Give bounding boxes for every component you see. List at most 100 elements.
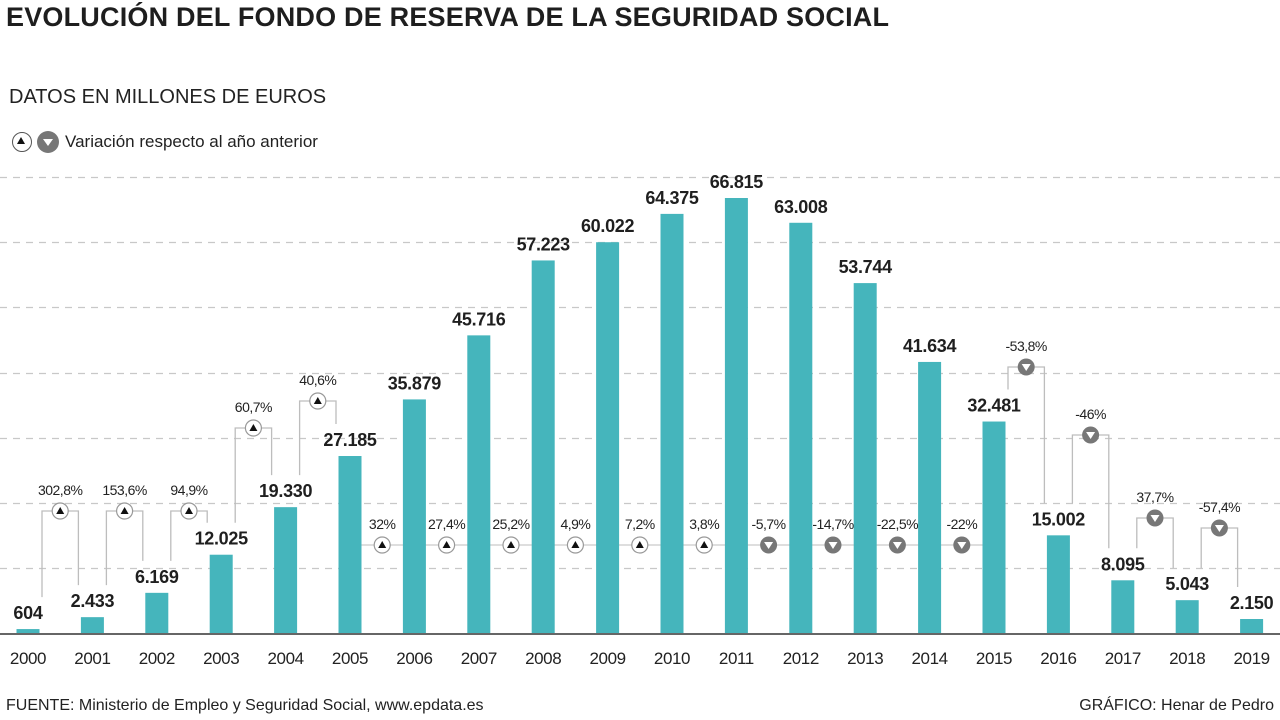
variation-bracket (41, 510, 80, 598)
chart-title: EVOLUCIÓN DEL FONDO DE RESERVA DE LA SEG… (6, 2, 890, 32)
x-tick-label-2011: 2011 (719, 649, 754, 668)
x-tick-label-2016: 2016 (1040, 649, 1076, 668)
value-label-2002: 6.169 (135, 567, 179, 587)
value-label-2000: 604 (13, 603, 42, 623)
triangle-up-icon (378, 541, 387, 548)
x-tick-label-2015: 2015 (976, 649, 1012, 668)
variation-labels: 302,8% 153,6% 94,9% 60,7% 40,6% 32% 27,4% 25,2%… (38, 338, 1241, 554)
value-label-2015: 32.481 (967, 396, 1021, 416)
x-tick-label-2000: 2000 (10, 649, 46, 668)
variation-label-2008-2009: 4,9% (560, 516, 590, 532)
variation-label-2005-2006: 32% (369, 516, 396, 532)
bar-2001 (80, 617, 104, 633)
value-label-2016: 15.002 (1032, 509, 1086, 529)
bar-2006 (402, 399, 426, 633)
x-tick-label-2018: 2018 (1169, 649, 1205, 668)
value-label-2004: 19.330 (259, 481, 313, 501)
variation-label-2001-2002: 153,6% (102, 482, 147, 498)
variation-bracket (1007, 366, 1046, 504)
variation-bracket (234, 427, 273, 523)
x-tick-label-2019: 2019 (1233, 649, 1269, 668)
variation-bracket (1071, 434, 1110, 549)
triangle-down-icon (957, 542, 967, 549)
triangle-up-icon (700, 541, 709, 548)
x-tick-label-2001: 2001 (74, 649, 110, 668)
triangle-up-icon (571, 541, 580, 548)
variation-label-2018-2019: -57,4% (1199, 499, 1240, 515)
x-tick-label-2005: 2005 (332, 649, 368, 668)
x-tick-label-2012: 2012 (783, 649, 819, 668)
x-tick-label-2009: 2009 (589, 649, 625, 668)
bar-2008 (531, 260, 555, 633)
triangle-down-icon (828, 542, 838, 549)
bar-2009 (596, 242, 620, 633)
x-tick-label-2002: 2002 (139, 649, 175, 668)
x-tick-label-2013: 2013 (847, 649, 883, 668)
variation-label-2011-2012: -5,7% (752, 516, 786, 532)
x-tick-label-2010: 2010 (654, 649, 690, 668)
value-label-2010: 64.375 (645, 188, 699, 208)
variation-label-2017-2018: 37,7% (1136, 489, 1173, 505)
variation-label-2006-2007: 27,4% (428, 516, 465, 532)
triangle-up-icon (635, 541, 644, 548)
variation-label-2015-2016: -53,8% (1006, 338, 1047, 354)
x-tick-label-2014: 2014 (911, 649, 947, 668)
triangle-up-icon (56, 507, 65, 514)
bar-2017 (1111, 580, 1135, 633)
bar-2016 (1046, 535, 1070, 633)
variation-label-2000-2001: 302,8% (38, 482, 83, 498)
triangle-up-icon (249, 424, 258, 431)
x-tick-label-2007: 2007 (461, 649, 497, 668)
graphic-credit: GRÁFICO: Henar de Pedro (1079, 697, 1274, 714)
value-label-2001: 2.433 (71, 591, 115, 611)
bar-2019 (1240, 619, 1264, 633)
bars (16, 198, 1264, 633)
value-label-2008: 57.223 (517, 234, 571, 254)
triangle-down-icon (764, 542, 774, 549)
value-label-2005: 27.185 (323, 430, 377, 450)
variation-label-2002-2003: 94,9% (170, 482, 207, 498)
value-label-2018: 5.043 (1165, 574, 1209, 594)
triangle-up-icon (120, 507, 129, 514)
triangle-down-icon (1214, 525, 1224, 532)
bar-2014 (918, 361, 942, 633)
bar-2002 (145, 592, 169, 633)
x-tick-label-2008: 2008 (525, 649, 561, 668)
variation-label-2016-2017: -46% (1075, 406, 1106, 422)
x-tick-label-2003: 2003 (203, 649, 239, 668)
bar-2013 (853, 283, 877, 633)
bar-2003 (209, 554, 233, 633)
value-label-2014: 41.634 (903, 336, 957, 356)
variation-label-2014-2015: -22% (946, 516, 977, 532)
variation-label-2013-2014: -22,5% (877, 516, 918, 532)
variation-label-2010-2011: 3,8% (689, 516, 719, 532)
triangle-down-icon (1086, 432, 1096, 439)
value-label-2011: 66.815 (710, 172, 764, 192)
triangle-up-icon (442, 541, 451, 548)
x-tick-label-2017: 2017 (1105, 649, 1141, 668)
value-label-2013: 53.744 (839, 257, 893, 277)
value-label-2007: 45.716 (452, 309, 506, 329)
value-label-2017: 8.095 (1101, 554, 1145, 574)
triangle-up-icon (185, 507, 193, 514)
bar-2004 (274, 507, 298, 633)
bar-2010 (660, 213, 684, 633)
bar-2011 (724, 198, 748, 633)
x-tick-label-2004: 2004 (267, 649, 303, 668)
triangle-down-icon (1150, 515, 1160, 522)
source-note: FUENTE: Ministerio de Empleo y Seguridad… (6, 697, 484, 714)
triangle-up-circle-icon (12, 132, 32, 152)
value-labels: 604 2.433 6.169 12.025 19.330 27.185 35.879 45.… (13, 172, 1274, 623)
x-axis: 2000 2001 2002 2003 2004 2005 2006 2007 2008 2009… (0, 633, 1280, 668)
triangle-down-icon (1021, 364, 1031, 371)
bar-2000 (16, 629, 40, 633)
bar-2005 (338, 456, 362, 633)
bar-2012 (789, 222, 813, 633)
triangle-down-icon (892, 542, 902, 549)
variation-label-2009-2010: 7,2% (625, 516, 655, 532)
variation-label-2004-2005: 40,6% (299, 372, 336, 388)
chart-subtitle: DATOS EN MILLONES DE EUROS (9, 86, 327, 108)
triangle-up-icon (313, 397, 322, 404)
variation-label-2003-2004: 60,7% (235, 399, 272, 415)
